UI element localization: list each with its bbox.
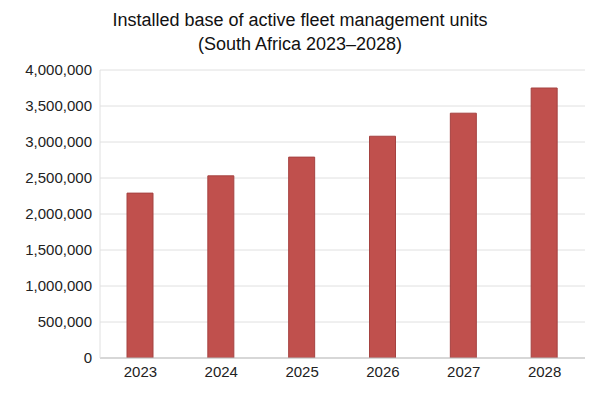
svg-text:3,000,000: 3,000,000 [25, 133, 92, 150]
html-text:(South Africa 2023–2028): (South Africa 2023–2028) [197, 34, 403, 54]
svg-text:1,500,000: 1,500,000 [25, 241, 92, 258]
svg-text:500,000: 500,000 [38, 313, 92, 330]
svg-text:0: 0 [84, 349, 92, 366]
svg-text:2023: 2023 [124, 363, 157, 380]
svg-text:2,500,000: 2,500,000 [25, 169, 92, 186]
svg-text:2,000,000: 2,000,000 [25, 205, 92, 222]
svg-text:2024: 2024 [205, 363, 238, 380]
html-text:Installed base of active fleet: Installed base of active fleet managemen… [112, 10, 488, 30]
svg-text:2027: 2027 [447, 363, 480, 380]
svg-text:1,000,000: 1,000,000 [25, 277, 92, 294]
svg-text:2026: 2026 [366, 363, 399, 380]
svg-text:2025: 2025 [285, 363, 318, 380]
svg-text:3,500,000: 3,500,000 [25, 97, 92, 114]
svg-text:2028: 2028 [528, 363, 561, 380]
svg-text:4,000,000: 4,000,000 [25, 61, 92, 78]
